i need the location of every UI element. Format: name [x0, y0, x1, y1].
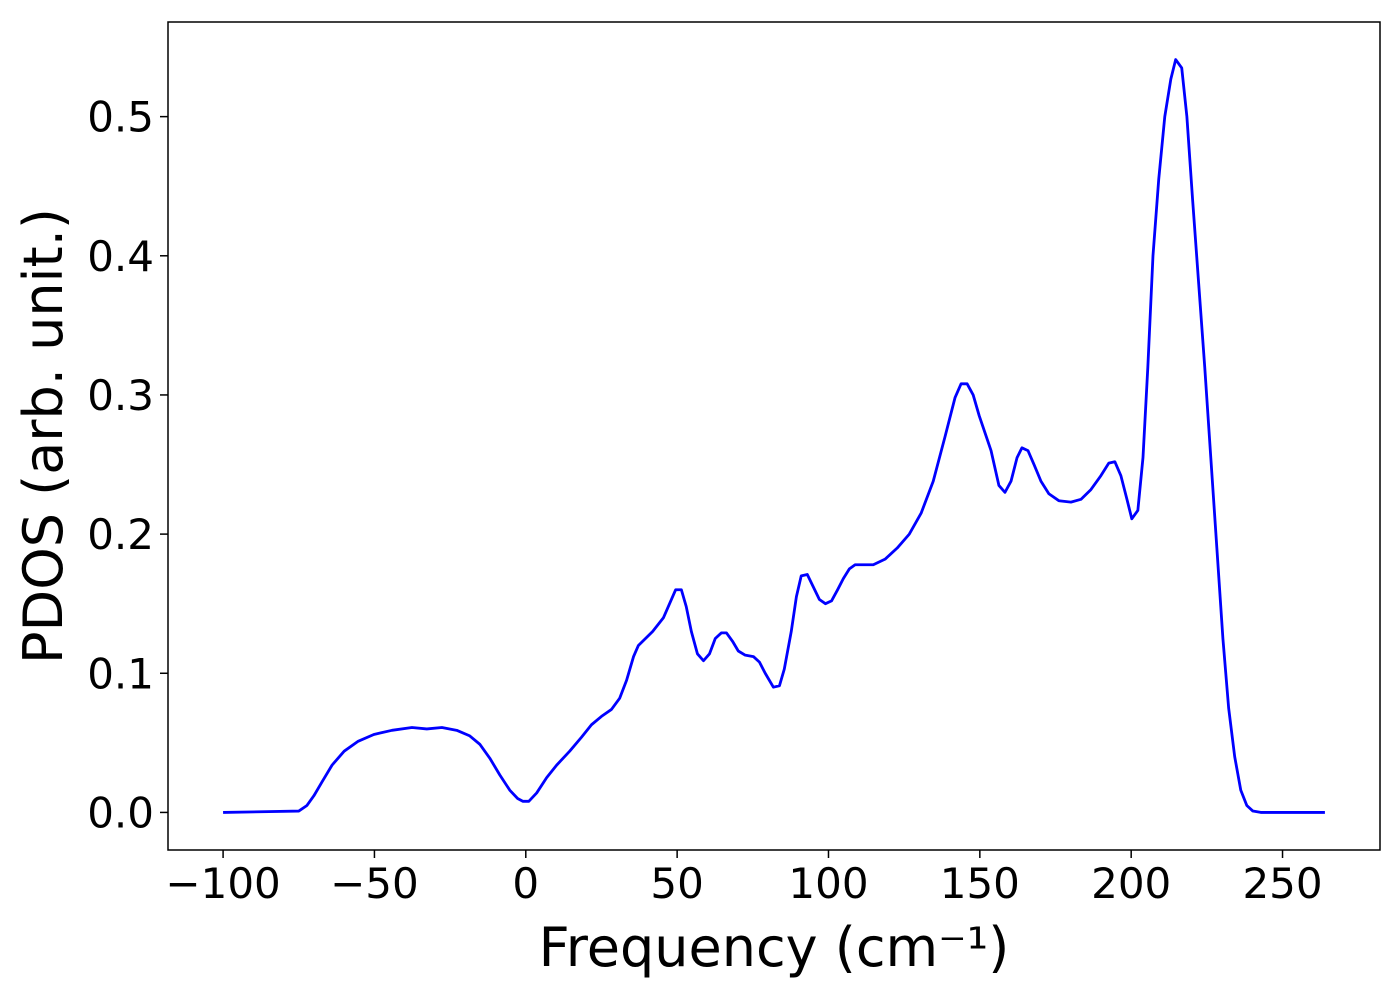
y-tick-label: 0.2 [87, 510, 154, 559]
x-tick-label: 0 [512, 859, 539, 908]
y-axis-label: PDOS (arb. unit.) [12, 208, 75, 664]
x-tick-label: 150 [940, 859, 1020, 908]
x-tick-label: −100 [165, 859, 280, 908]
x-tick-label: 50 [650, 859, 703, 908]
data-line [223, 58, 1325, 814]
y-tick-label: 0.3 [87, 371, 154, 420]
x-tick-label: 250 [1242, 859, 1322, 908]
y-tick-label: 0.4 [87, 232, 154, 281]
x-tick-label: 200 [1091, 859, 1171, 908]
x-tick-label: 100 [788, 859, 868, 908]
y-tick-label: 0.0 [87, 788, 154, 837]
x-tick-label: −50 [330, 859, 419, 908]
y-tick-label: 0.1 [87, 649, 154, 698]
x-axis-label: Frequency (cm⁻¹) [539, 916, 1010, 979]
plot-frame [167, 21, 1381, 851]
y-tick-label: 0.5 [87, 93, 154, 142]
